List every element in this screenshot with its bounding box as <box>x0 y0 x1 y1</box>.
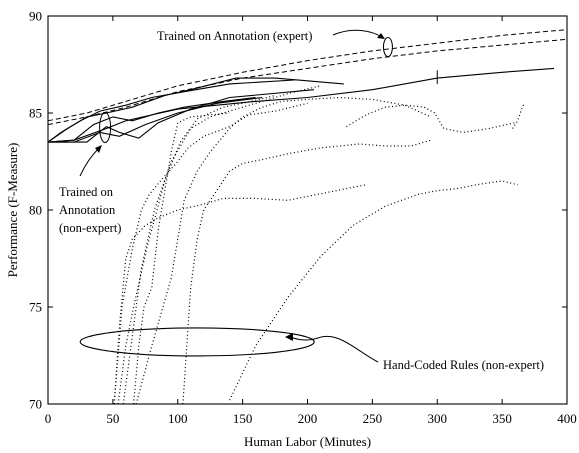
series-dotted-12 <box>113 184 367 405</box>
series-layer <box>47 29 568 405</box>
series-dotted-17 <box>512 103 525 129</box>
series-dotted-10 <box>113 102 308 405</box>
series-solid-4 <box>47 77 344 143</box>
annotation-nonexpert-line2: Annotation <box>59 203 116 217</box>
y-tick-label: 85 <box>29 106 42 121</box>
series-solid-7 <box>47 96 256 143</box>
ellipse-nonexpert <box>99 112 112 144</box>
x-tick-label: 50 <box>106 411 119 426</box>
x-tick-label: 250 <box>363 411 383 426</box>
arrowhead-handcoded <box>285 333 293 341</box>
annotation-layer <box>79 29 438 363</box>
y-tick-label: 70 <box>29 397 42 412</box>
annotation-nonexpert-line3: (non-expert) <box>59 221 121 235</box>
series-dotted-15 <box>346 104 516 134</box>
y-axis-label: Performance (F-Measure) <box>5 143 20 278</box>
annotation-handcoded: Hand-Coded Rules (non-expert) <box>383 358 544 372</box>
series-dashed-0 <box>47 29 568 122</box>
arrow-nonexpert <box>79 147 100 177</box>
x-axis-label: Human Labor (Minutes) <box>244 434 371 449</box>
series-dashed-1 <box>47 38 568 126</box>
x-tick-label: 350 <box>492 411 512 426</box>
y-tick-label: 75 <box>29 300 42 315</box>
y-tick-label: 90 <box>29 9 42 24</box>
x-tick-label: 100 <box>168 411 188 426</box>
series-dotted-16 <box>229 180 518 401</box>
annotation-expert: Trained on Annotation (expert) <box>157 29 312 43</box>
series-solid-5 <box>48 96 263 143</box>
tick-layer: 0 50 100 150 200 250 300 350 400 70 75 80 85 90 <box>29 9 577 427</box>
arrowhead-nonexpert <box>95 145 102 153</box>
series-dotted-8 <box>122 85 321 405</box>
y-tick-label: 80 <box>29 203 42 218</box>
plot-frame <box>47 15 568 405</box>
arrowhead-expert <box>377 33 385 39</box>
arrow-handcoded <box>289 335 379 363</box>
x-tick-label: 300 <box>428 411 448 426</box>
series-solid-6 <box>48 89 315 143</box>
series-dotted-13 <box>182 139 431 405</box>
x-tick-label: 400 <box>557 411 577 426</box>
x-tick-label: 150 <box>233 411 253 426</box>
ellipse-handcoded <box>79 327 315 357</box>
annotation-nonexpert-line1: Trained on <box>59 185 114 199</box>
ellipse-expert <box>382 37 393 58</box>
x-tick-label: 0 <box>45 411 52 426</box>
arrow-expert <box>332 29 384 39</box>
series-dotted-9 <box>117 94 276 405</box>
x-tick-label: 200 <box>298 411 318 426</box>
